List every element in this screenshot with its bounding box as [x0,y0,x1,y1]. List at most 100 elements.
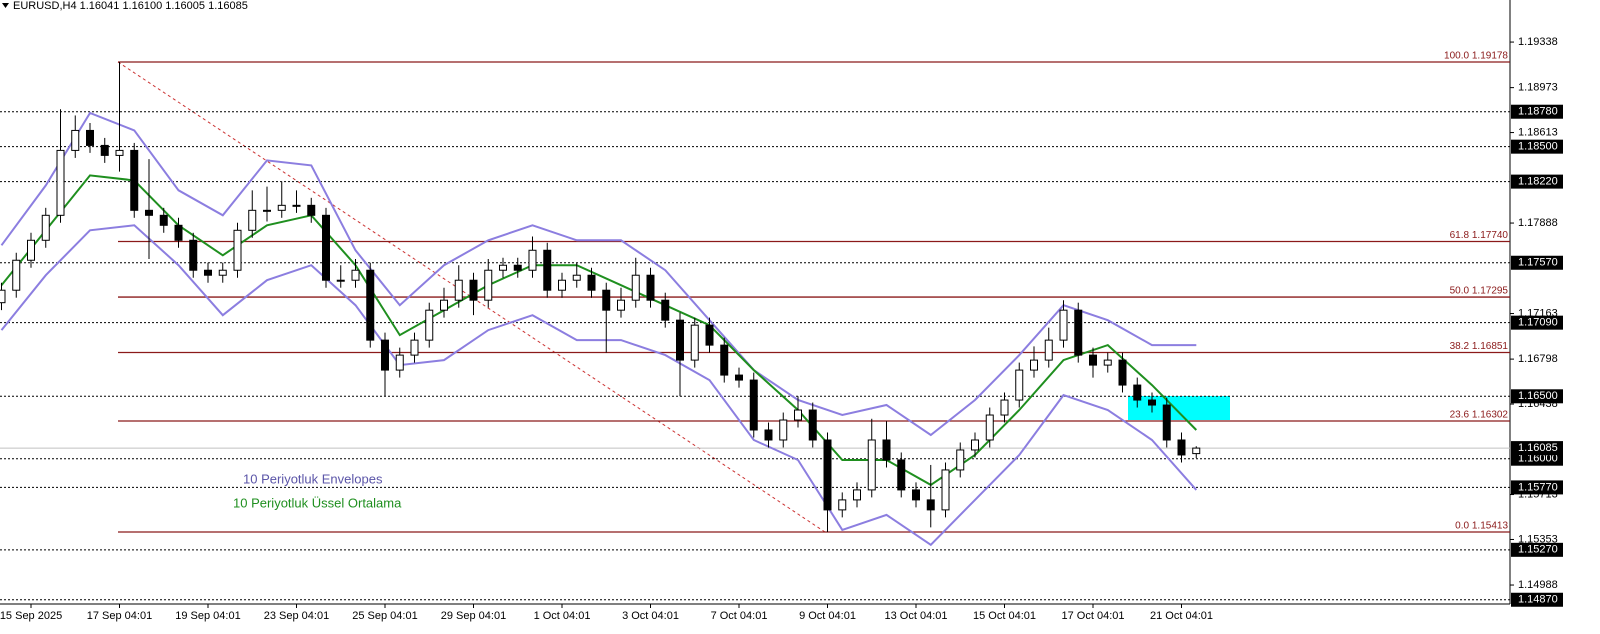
candle-body [484,269,493,301]
candle-body [145,209,153,216]
candle-body [1192,447,1201,455]
candle-body [646,274,655,301]
level-label-box [1511,592,1563,607]
fib-level-label: 23.6 1.16302 [1450,410,1509,421]
candle-body [204,269,212,276]
y-tick-label: 1.18973 [1518,82,1558,94]
candle-body [971,439,979,451]
candle-body [395,354,404,371]
candle-body [720,344,729,376]
x-tick-label: 17 Oct 04:01 [1062,610,1125,622]
candle-body [100,144,109,156]
candle-body [1059,309,1068,341]
level-label-box [1511,174,1563,189]
x-tick-label: 25 Sep 04:01 [352,610,417,622]
candle-body [454,279,463,301]
x-tick-label: 23 Sep 04:01 [264,610,329,622]
candle-body [808,409,817,441]
candle-body [381,339,389,371]
candle-body [1030,359,1038,371]
candle-body [867,439,876,491]
candle-body [351,269,360,281]
candle-body [779,419,788,441]
level-label: 1.17570 [1518,257,1558,269]
legend-label: 10 Periyotluk Üssel Ortalama [233,495,402,510]
level-label: 1.14870 [1518,594,1558,606]
candle-body [1148,399,1156,406]
x-tick-label: 17 Sep 04:01 [87,610,152,622]
candle-body [602,289,611,311]
fib-level-label: 50.0 1.17295 [1450,286,1509,297]
candle-body [572,274,581,281]
level-label-box [1511,451,1563,466]
candle-body [322,214,330,281]
candle-body [926,499,935,511]
candle-body [233,229,242,271]
candle-body [513,264,522,271]
y-tick-label: 1.16798 [1518,353,1558,365]
level-label: 1.18780 [1518,106,1558,118]
chart-title: EURUSD,H4 1.16041 1.16100 1.16005 1.1608… [13,0,248,12]
candle-body [631,274,640,301]
candle-body [189,239,198,271]
candle-body [130,149,139,211]
candle-body [705,324,714,346]
x-tick-label: 29 Sep 04:01 [441,610,506,622]
level-label: 1.16500 [1518,390,1558,402]
candle-body [174,224,183,241]
level-label: 1.18220 [1518,176,1558,188]
candle-body [587,274,596,291]
candle-body [735,374,743,381]
candle-body [794,409,802,421]
x-tick-label: 3 Oct 04:01 [622,610,679,622]
candle-body [617,299,625,311]
candle-body [0,289,6,304]
x-tick-label: 19 Sep 04:01 [175,610,240,622]
candle-body [1118,359,1127,386]
candle-body [676,319,684,361]
y-tick-label: 1.17888 [1518,217,1558,229]
candle-body [56,149,65,216]
level-label-box [1511,389,1563,404]
candle-body [897,459,906,491]
y-tick-label: 1.14988 [1518,579,1558,591]
candle-body [71,129,80,151]
level-label: 1.18500 [1518,141,1558,153]
x-tick-label: 7 Oct 04:01 [711,610,768,622]
level-label-box [1511,315,1563,330]
level-label-box [1511,104,1563,119]
envelope-lower [0,224,1198,547]
candle-body [690,324,699,361]
level-label: 1.15270 [1518,544,1558,556]
candle-body [218,269,227,276]
candle-body [1103,359,1112,366]
level-label-box [1511,255,1563,270]
candle-body [764,429,773,441]
candle-body [425,309,434,341]
candle-body [1074,309,1083,356]
bid-label-box [1511,441,1563,456]
level-label: 1.17090 [1518,317,1558,329]
candle-body [159,214,168,226]
y-tick-label: 1.15353 [1518,533,1558,545]
x-tick-label: 15 Sep 2025 [0,610,62,622]
level-label-box [1511,139,1563,154]
candle-body [277,204,286,211]
candle-body [1000,399,1009,416]
candle-body [823,439,832,511]
candle-body [86,129,94,146]
ema-line [0,174,1198,487]
candle-body [853,489,861,501]
candle-body [1044,339,1053,361]
x-tick-label: 1 Oct 04:01 [534,610,591,622]
candle-body [12,259,21,291]
level-label: 1.16000 [1518,453,1558,465]
candle-body [956,449,965,471]
candle-body [27,239,35,261]
x-tick-label: 15 Oct 04:01 [973,610,1036,622]
x-tick-label: 21 Oct 04:01 [1150,610,1213,622]
level-label-box [1511,480,1563,495]
level-label-box [1511,542,1563,557]
candle-body [1133,384,1142,401]
